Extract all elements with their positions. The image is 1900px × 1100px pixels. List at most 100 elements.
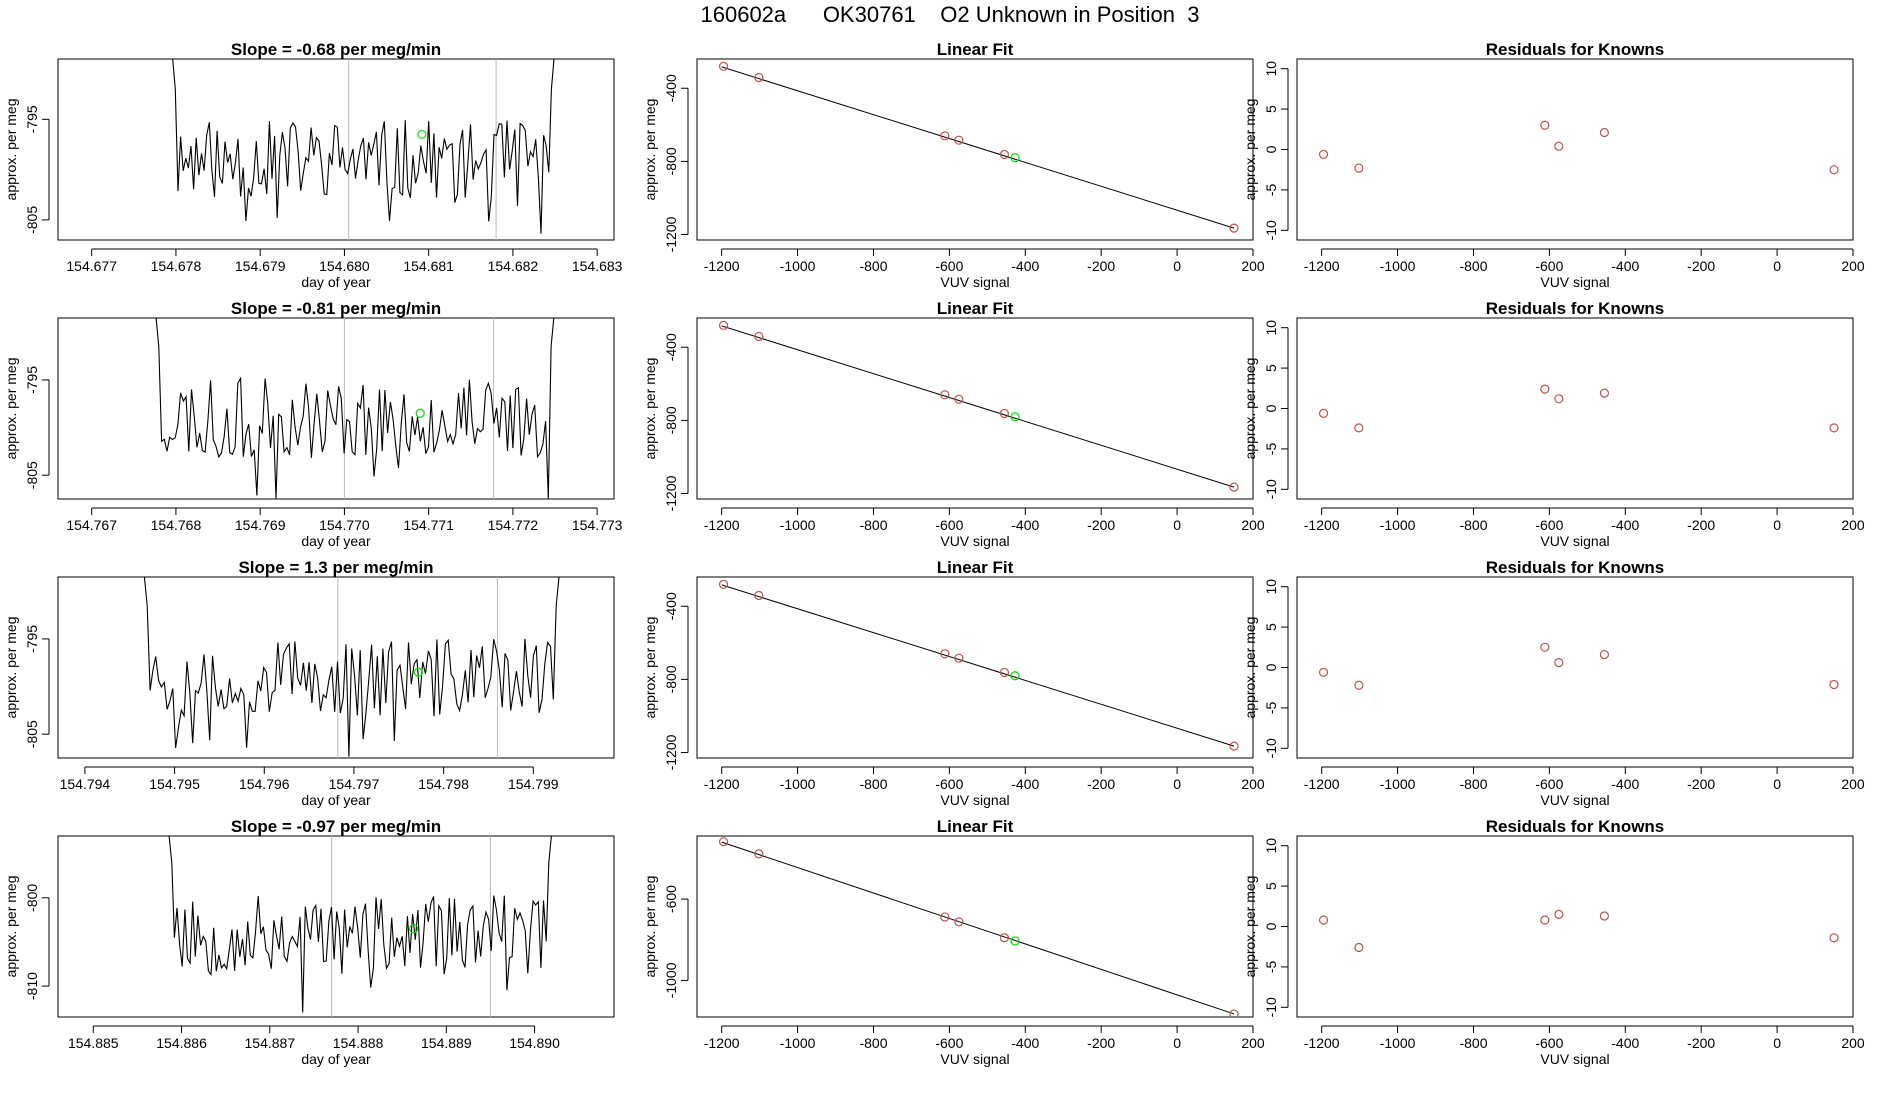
y-tick-label: -600	[663, 885, 679, 913]
plot-frame	[696, 576, 1254, 759]
y-tick-label: 5	[1263, 623, 1279, 631]
x-tick-label: 0	[1173, 517, 1181, 533]
x-tick-label: 154.682	[488, 258, 539, 274]
linear-fit-plot-row-2: Linear Fit -1200 -1000 -800 -600 -400 -200 0 200…	[642, 299, 1265, 549]
y-axis-label: approx. per meg	[3, 99, 19, 201]
y-axis-label: approx. per meg	[642, 99, 658, 201]
x-tick-label: -200	[1087, 517, 1115, 533]
x-tick-label: 154.796	[239, 776, 290, 792]
y-tick-label: 5	[1263, 882, 1279, 890]
known-point	[754, 331, 764, 342]
y-tick-label: -800	[24, 884, 40, 912]
y-tick-label: -1200	[663, 475, 679, 511]
x-tick-label: -400	[1611, 517, 1639, 533]
x-tick-label: 154.889	[421, 1035, 472, 1051]
x-axis-label: VUV signal	[940, 792, 1009, 808]
plot-frame	[57, 835, 615, 1018]
x-tick-label: -1200	[1304, 776, 1340, 792]
residual-point	[1829, 679, 1839, 690]
residual-point	[1540, 384, 1550, 394]
x-axis-label: VUV signal	[1540, 792, 1609, 808]
y-tick-label: -5	[1263, 960, 1279, 973]
x-tick-label: -600	[935, 258, 963, 274]
x-axis-label: day of year	[301, 274, 371, 290]
y-tick-label: 0	[1263, 663, 1279, 671]
x-tick-label: -200	[1087, 1035, 1115, 1051]
residual-point	[1554, 141, 1564, 151]
x-tick-label: 154.768	[151, 517, 202, 533]
known-point	[754, 590, 764, 601]
plot-area	[718, 579, 1239, 751]
y-axis-label: approx. per meg	[1242, 876, 1258, 978]
residual-point	[1318, 915, 1329, 925]
known-point	[1229, 741, 1239, 751]
y-tick-label: 10	[1263, 61, 1279, 77]
x-axis-label: VUV signal	[1540, 1051, 1609, 1067]
y-axis-label: approx. per meg	[642, 358, 658, 460]
time-series-plot-row-2: Slope = -0.81 per meg/min 154.767 154.768 1…	[3, 299, 623, 549]
y-tick-label: -10	[1263, 479, 1279, 499]
y-tick-label: 5	[1263, 105, 1279, 113]
x-tick-label: -1000	[1380, 517, 1416, 533]
x-tick-label: 154.769	[235, 517, 286, 533]
plot-area	[155, 318, 555, 499]
x-tick-label: 154.797	[329, 776, 380, 792]
known-point	[1229, 1009, 1239, 1017]
plot-area	[172, 59, 555, 240]
x-tick-label: 154.677	[66, 258, 117, 274]
residual-point	[1829, 933, 1839, 943]
known-point	[940, 390, 950, 400]
unknown-point	[413, 667, 424, 677]
known-point	[1229, 482, 1239, 492]
known-point	[999, 149, 1010, 160]
y-tick-label: -10	[1263, 997, 1279, 1017]
residuals-plot-row-1: Residuals for Knowns-1200 -1000 -800 -600 -4…	[1242, 40, 1865, 290]
plot-title: Linear Fit	[937, 40, 1014, 59]
plot-area	[718, 61, 1239, 233]
x-tick-label: -1200	[704, 776, 740, 792]
x-tick-label: -400	[1611, 258, 1639, 274]
x-tick-label: 0	[1173, 776, 1181, 792]
known-point	[718, 61, 729, 71]
x-axis-label: VUV signal	[940, 533, 1009, 549]
time-series-plot-row-3: Slope = 1.3 per meg/min 154.794 154.795 154…	[3, 558, 615, 808]
y-axis-label: approx. per meg	[1242, 617, 1258, 719]
residual-point	[1554, 394, 1564, 404]
y-tick-label: 0	[1263, 404, 1279, 412]
x-tick-label: 200	[1241, 776, 1265, 792]
known-point	[718, 579, 729, 589]
y-tick-label: -805	[24, 206, 40, 234]
x-tick-label: -800	[859, 1035, 887, 1051]
y-tick-label: -810	[24, 972, 40, 1000]
plot-title: Residuals for Knowns	[1486, 817, 1665, 836]
plot-area	[168, 836, 552, 1017]
y-tick-label: -10	[1263, 220, 1279, 240]
known-point	[940, 912, 950, 922]
y-axis-label: approx. per meg	[642, 617, 658, 719]
plot-title: Linear Fit	[937, 299, 1014, 318]
residuals-plot-row-3: Residuals for Knowns-1200 -1000 -800 -600 -4…	[1242, 558, 1865, 808]
plot-area	[1318, 642, 1839, 690]
known-point	[999, 933, 1010, 943]
known-point	[954, 394, 964, 404]
plot-frame	[1296, 835, 1854, 1018]
plot-title: Residuals for Knowns	[1486, 40, 1665, 59]
known-point	[954, 653, 964, 663]
x-tick-label: 154.890	[509, 1035, 560, 1051]
residuals-plot-row-4: Residuals for Knowns-1200 -1000 -800 -600 -4…	[1242, 817, 1865, 1067]
x-tick-label: -200	[1687, 517, 1715, 533]
x-tick-label: 0	[1773, 776, 1781, 792]
plot-area	[1318, 120, 1839, 175]
unknown-point	[1010, 671, 1020, 681]
unknown-point	[415, 408, 425, 418]
y-tick-label: -1000	[663, 962, 679, 998]
y-tick-label: 10	[1263, 838, 1279, 854]
residual-point	[1829, 165, 1839, 175]
y-tick-label: -10	[1263, 738, 1279, 758]
x-tick-label: -1000	[1380, 1035, 1416, 1051]
x-tick-label: -200	[1687, 258, 1715, 274]
plot-area	[718, 837, 1239, 1017]
x-tick-label: -400	[1011, 517, 1039, 533]
plot-area	[1318, 384, 1839, 433]
plot-frame	[57, 576, 615, 759]
